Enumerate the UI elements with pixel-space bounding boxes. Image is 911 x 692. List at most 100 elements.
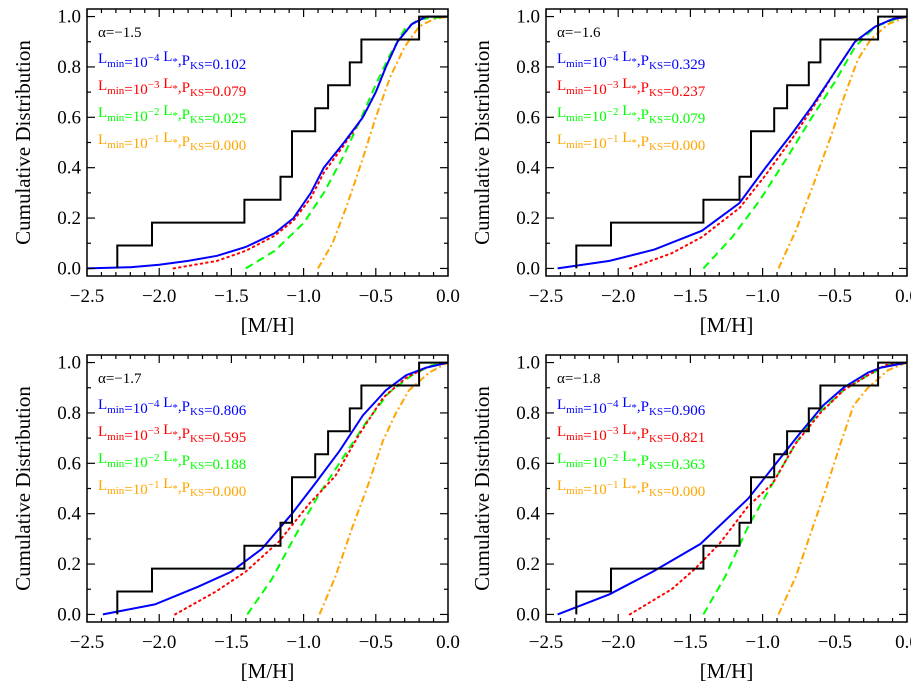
legend-text-part: ,P [637, 134, 649, 150]
series-line-3 [702, 361, 907, 615]
panel-4: −2.5 −2.0 −1.5 −1.0 −0.5 0.0 0.0 0.2 0.4 0.6 0.8 1.… [470, 353, 911, 683]
y-tick-label: 0.4 [57, 504, 81, 525]
legend-text-part: KS [649, 487, 663, 499]
legend-text-part: L [557, 451, 566, 467]
legend-entry-2: Lmin=10−3 L*,PKS=0.595 [98, 422, 246, 446]
legend-text-part: KS [649, 60, 663, 72]
panel-2: −2.5 −2.0 −1.5 −1.0 −0.5 0.0 0.0 0.2 0.4 0.6 0.8 1.… [470, 7, 911, 337]
x-tick-label: −0.5 [359, 286, 393, 307]
legend-text-part: * [172, 456, 178, 468]
y-tick-label: 0.4 [516, 158, 540, 179]
legend-text-part: =10 [124, 482, 147, 498]
legend-text-part: L [98, 51, 107, 67]
legend-entry-4: Lmin=10−1 L*,PKS=0.000 [98, 130, 246, 154]
alpha-annotation: α=−1.5 [98, 25, 142, 41]
legend-text-part: min [566, 458, 584, 470]
legend-text-part: ,P [178, 80, 190, 96]
legend-entry-3: Lmin=10−2 L*,PKS=0.363 [557, 449, 705, 473]
legend-text-part: ,P [637, 426, 649, 442]
plot-area [87, 15, 448, 270]
legend-text-part: KS [190, 406, 204, 418]
legend-text-part: KS [649, 87, 663, 99]
legend-text-part: =10 [583, 482, 606, 498]
x-tick-label: 0.0 [895, 632, 911, 653]
y-tick-label: 0.6 [57, 453, 81, 474]
legend-text-part: * [172, 429, 178, 441]
y-tick-label: 0.0 [57, 604, 81, 625]
legend-text-part: KS [190, 460, 204, 472]
legend-text-part: =0.079 [204, 84, 246, 100]
observed-step-line [575, 361, 907, 615]
legend-text-part: =0.363 [663, 457, 705, 473]
legend-text-part: L [557, 51, 566, 67]
legend-text-part: ,P [178, 399, 190, 415]
y-tick-label: 0.6 [516, 107, 540, 128]
series-line-3 [702, 15, 907, 270]
legend-text-part: L [557, 105, 566, 121]
legend-text-part: =10 [124, 109, 147, 125]
plot-area [102, 361, 448, 616]
legend-text-part: ,P [637, 53, 649, 69]
y-axis-label: Cumulative Distribution [11, 40, 35, 245]
legend-text-part: −1 [607, 133, 619, 145]
x-tick-label: −0.5 [359, 632, 393, 653]
x-tick-label: −1.5 [673, 286, 707, 307]
legend-text-part: * [631, 402, 637, 414]
x-tick-label: −1.0 [745, 632, 779, 653]
legend-text-part: L [159, 449, 172, 465]
legend-entry-2: Lmin=10−3 L*,PKS=0.821 [557, 422, 705, 446]
legend-text-part: −2 [148, 106, 160, 118]
legend-text-part: L [98, 132, 107, 148]
legend-text-part: =0.000 [663, 138, 705, 154]
legend-text-part: ,P [178, 53, 190, 69]
legend-text-part: * [631, 110, 637, 122]
legend-text-part: −2 [148, 452, 160, 464]
legend-text-part: KS [649, 141, 663, 153]
series-line-4 [317, 15, 448, 269]
y-tick-label: 1.0 [57, 353, 81, 374]
legend-text-part: * [631, 429, 637, 441]
legend-text-part: −2 [607, 452, 619, 464]
x-tick-label: −0.5 [818, 286, 852, 307]
x-tick-label: −2.5 [70, 632, 104, 653]
legend-text-part: L [618, 449, 631, 465]
legend-text-part: ,P [637, 399, 649, 415]
legend-text-part: L [98, 105, 107, 121]
legend-text-part: L [618, 103, 631, 119]
legend-text-part: ,P [178, 134, 190, 150]
legend-text-part: L [98, 78, 107, 94]
legend-text-part: L [98, 451, 107, 467]
x-tick-label: −1.5 [673, 632, 707, 653]
legend-text-part: −4 [148, 398, 160, 410]
legend-entry-2: Lmin=10−3 L*,PKS=0.079 [98, 76, 246, 100]
series-line-1 [102, 361, 448, 616]
legend-entry-4: Lmin=10−1 L*,PKS=0.000 [98, 476, 246, 500]
alpha-annotation: α=−1.8 [557, 371, 601, 387]
y-tick-label: 0.2 [57, 554, 81, 575]
legend-text-part: =10 [124, 455, 147, 471]
y-tick-label: 0.8 [57, 403, 81, 424]
y-axis-label: Cumulative Distribution [470, 40, 494, 245]
x-axis-label: [M/H] [241, 313, 295, 337]
legend-text-part: L [618, 476, 631, 492]
legend-text-part: =0.237 [663, 84, 706, 100]
legend-text-part: KS [190, 87, 204, 99]
legend-text-part: KS [649, 406, 663, 418]
series-line-3 [246, 361, 448, 615]
legend-text-part: −3 [148, 425, 160, 437]
legend-text-part: −1 [148, 133, 160, 145]
legend-text-part: −1 [607, 479, 619, 491]
legend-text-part: =10 [583, 136, 606, 152]
observed-step-line [116, 15, 448, 269]
legend-text-part: −4 [607, 52, 619, 64]
y-tick-label: 0.6 [516, 453, 540, 474]
legend-text-part: min [566, 58, 584, 70]
legend-text-part: min [107, 431, 125, 443]
legend-text-part: ,P [637, 480, 649, 496]
x-tick-label: −2.0 [601, 632, 635, 653]
legend-text-part: ,P [637, 80, 649, 96]
legend-text-part: min [107, 85, 125, 97]
legend-entry-4: Lmin=10−1 L*,PKS=0.000 [557, 476, 705, 500]
legend-text-part: =0.000 [204, 484, 246, 500]
